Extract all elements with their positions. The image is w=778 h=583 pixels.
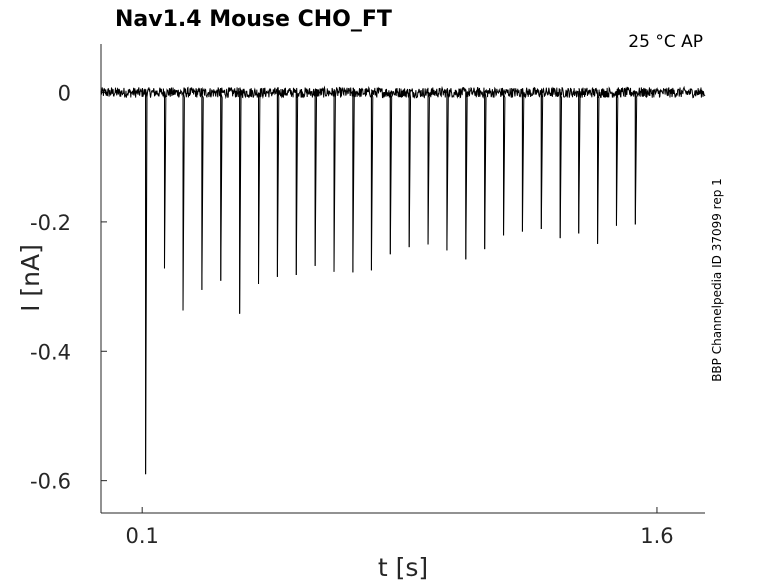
- spike-marks: [145, 92, 636, 475]
- x-tick-label: 1.6: [640, 524, 673, 548]
- y-axis-ticks: 0 -0.2 -0.4 -0.6: [30, 82, 107, 494]
- y-tick-label: 0: [58, 82, 71, 106]
- x-axis-ticks: 0.1 1.6: [125, 507, 674, 548]
- y-tick-label: -0.2: [30, 211, 71, 235]
- channelpedia-id-label: BBP Channelpedia ID 37099 rep 1: [710, 178, 724, 382]
- x-axis-label: t [s]: [378, 553, 428, 582]
- temperature-protocol-annotation: 25 °C AP: [628, 32, 703, 52]
- y-tick-label: -0.4: [30, 340, 71, 364]
- current-trace-line: [100, 85, 706, 475]
- y-tick-label: -0.6: [30, 470, 71, 494]
- y-axis-label: I [nA]: [16, 244, 45, 312]
- chart-title: Nav1.4 Mouse CHO_FT: [115, 7, 392, 32]
- x-tick-label: 0.1: [125, 524, 158, 548]
